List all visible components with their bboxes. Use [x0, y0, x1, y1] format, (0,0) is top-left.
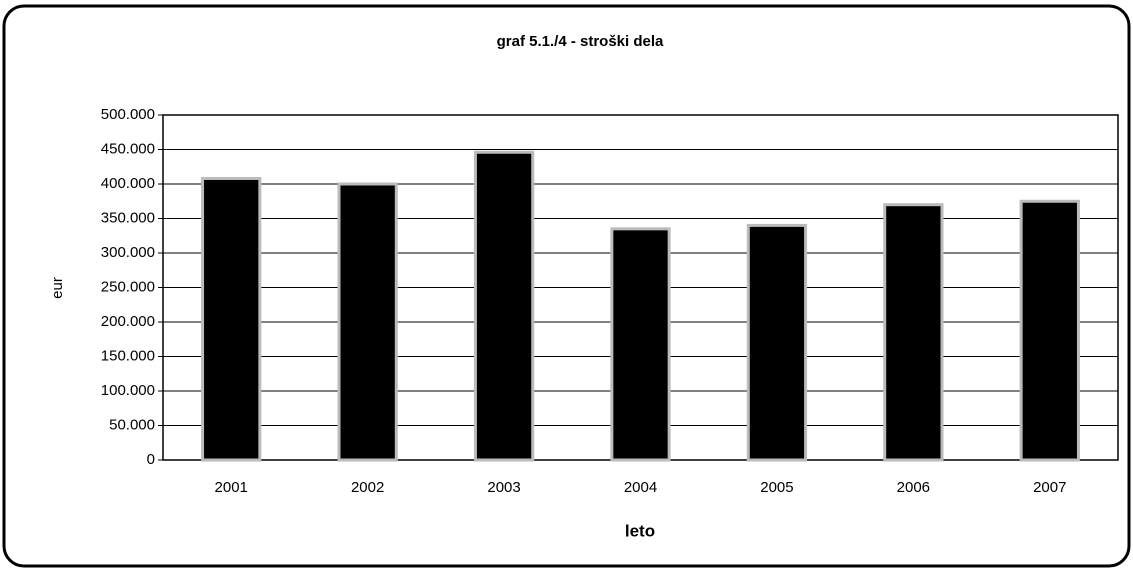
y-tick-label: 450.000: [101, 140, 155, 157]
bar: [746, 223, 808, 462]
bar: [473, 150, 535, 462]
y-tick-label: 500.000: [101, 106, 155, 123]
x-axis-label: leto: [625, 521, 655, 540]
x-tick-label: 2003: [487, 479, 520, 496]
bar: [201, 176, 262, 462]
y-tick-label: 400.000: [101, 175, 155, 192]
y-tick-label: 100.000: [101, 382, 155, 399]
bar: [337, 182, 398, 462]
y-tick-label: 300.000: [101, 244, 155, 261]
y-tick-label: 250.000: [101, 278, 155, 295]
x-tick-label: 2005: [760, 479, 793, 496]
x-tick-label: 2001: [215, 479, 248, 496]
x-tick-label: 2006: [897, 479, 930, 496]
bar: [610, 227, 671, 462]
y-axis-label: eur: [49, 277, 66, 299]
chart-frame: [2, 4, 1131, 568]
y-tick-label: 0: [147, 451, 155, 468]
y-tick-label: 150.000: [101, 347, 155, 364]
x-tick-label: 2002: [351, 479, 384, 496]
y-tick-label: 200.000: [101, 313, 155, 330]
y-tick-label: 50.000: [109, 416, 155, 433]
bar: [1019, 199, 1080, 462]
y-tick-label: 350.000: [101, 209, 155, 226]
x-tick-label: 2007: [1033, 479, 1066, 496]
x-tick-label: 2004: [624, 479, 657, 496]
chart-title: graf 5.1./4 - stroški dela: [497, 33, 664, 50]
bar: [883, 203, 944, 462]
